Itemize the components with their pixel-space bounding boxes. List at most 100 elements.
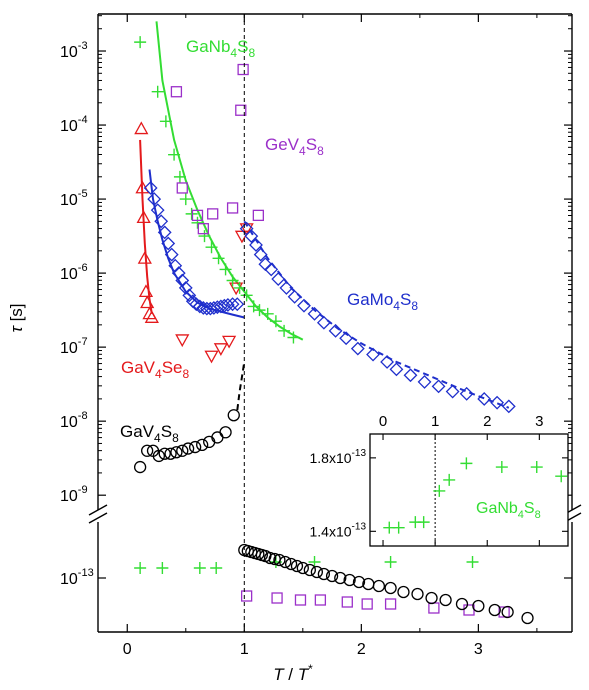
point-GaV4S8-low [317,567,331,581]
point-GaV4Se8-low [175,334,190,348]
point-GaV4Se8 [137,250,152,264]
point-GaMo4S8 [307,306,322,321]
point-GaV4S8-low [372,579,386,593]
point-GaV4S8-low [284,557,298,571]
point-GaNb4S8 [278,324,291,337]
point-GaNb4S8 [253,304,266,317]
point-GaV4S8-low [334,571,347,585]
point-GaV4S8-low [521,611,534,625]
point-GaNb4S8 [168,148,181,161]
point-GaMo4S8 [380,355,395,369]
point-GaMo4S8 [366,347,380,362]
point-GaNb4S8 [261,307,274,320]
inset-x-tick-label: 3 [535,413,543,430]
point-GaV4S8 [133,460,147,474]
point-GaNb4S8 [185,207,198,220]
point-GaMo4S8 [477,392,492,406]
point-GaNb4S8 [287,331,300,344]
label-GaV4S8: GaV4S8 [120,422,179,445]
point-GaNb4S8-low [466,556,479,568]
y-tick-label: 10-9 [60,484,88,505]
point-GaMo4S8 [417,375,432,389]
point-GaMo4S8 [189,297,204,312]
point-GaMo4S8 [279,280,294,295]
inset-x-tick-label: 1 [431,413,439,430]
point-GaMo4S8 [143,181,158,195]
point-GaV4Se8 [144,310,159,323]
point-GaV4S8 [170,446,183,459]
point-GaV4S8-low [290,559,304,573]
inset-point [392,521,405,534]
point-GaV4S8 [176,444,189,457]
point-GaMo4S8 [147,192,162,206]
point-GaV4S8 [158,447,171,460]
point-GeV4S8 [235,104,247,116]
point-GaMo4S8 [171,266,186,281]
point-GaV4S8-low [488,603,501,617]
inset-y-tick-label: 1.4x10-13 [310,521,367,539]
point-GaV4S8-low [263,551,277,565]
series-GaV4S8 [133,409,240,474]
point-GaV4S8 [141,444,154,457]
series-GaV4S8-low [238,543,534,625]
point-GeV4S8-low [271,592,283,604]
point-GaNb4S8 [198,230,211,243]
series-GaV4Se8-low [175,223,254,364]
x-tick-label: 0 [123,641,132,658]
point-GaNb4S8 [219,263,232,276]
point-GeV4S8-low [384,598,397,610]
point-GaV4S8-low [296,561,309,575]
point-GaV4Se8 [134,121,149,135]
point-GaMo4S8 [339,331,354,346]
point-GaV4S8 [152,449,166,463]
point-GaNb4S8-low [134,562,147,574]
point-GaNb4S8 [226,274,239,287]
point-GaMo4S8 [445,384,460,399]
point-GaNb4S8 [173,170,186,183]
x-axis-label: T / T* [273,662,313,684]
point-GaV4S8-low [325,569,339,583]
point-GaV4S8-low [425,591,438,605]
point-GaMo4S8 [253,247,268,262]
point-GaV4S8-low [439,593,452,607]
point-GeV4S8 [226,202,239,214]
axis-ticks: 0 1 2 3 10-9 10-8 10-7 10-6 10-5 10-4 10-3 10-13 [60,14,572,658]
point-GaV4S8 [181,442,195,455]
point-GaMo4S8 [182,288,197,303]
point-GaV4S8-low [352,575,366,589]
point-GaMo4S8 [192,299,207,314]
point-GaNb4S8-low [308,556,321,568]
point-GaV4S8 [164,447,177,460]
point-GeV4S8 [170,86,183,98]
point-GaV4S8-low [310,565,324,579]
point-GaMo4S8 [264,262,279,277]
point-GaV4Se8-low [204,350,219,364]
point-GeV4S8-low [294,594,307,606]
point-GeV4S8 [176,182,188,194]
point-GaNb4S8-low [193,562,206,574]
inset-frame [369,433,569,547]
inset-point [417,516,430,529]
point-GaMo4S8 [271,272,286,286]
point-GaNb4S8 [159,115,172,128]
point-GaMo4S8 [175,273,190,288]
point-GaV4S8-low [343,573,356,587]
point-GaNb4S8-low [210,562,223,574]
point-GaV4S8-low [501,605,514,619]
point-GaNb4S8 [233,281,246,294]
point-GaNb4S8 [205,241,218,254]
point-GaNb4S8 [179,193,192,206]
inset-point [433,484,446,497]
y-axis-label: τ [s] [7,303,26,332]
point-GaV4S8-low [455,597,469,611]
point-GaMo4S8 [389,362,404,377]
point-GeV4S8-low [361,598,373,610]
point-GaMo4S8 [230,297,245,312]
x-tick-label: 3 [474,641,483,658]
y-tick-label: 10-8 [60,410,88,431]
point-GeV4S8 [191,209,204,222]
series-GeV4S8 [170,63,264,235]
point-GaV4Se8-low [239,223,254,237]
point-GaMo4S8 [154,214,169,229]
